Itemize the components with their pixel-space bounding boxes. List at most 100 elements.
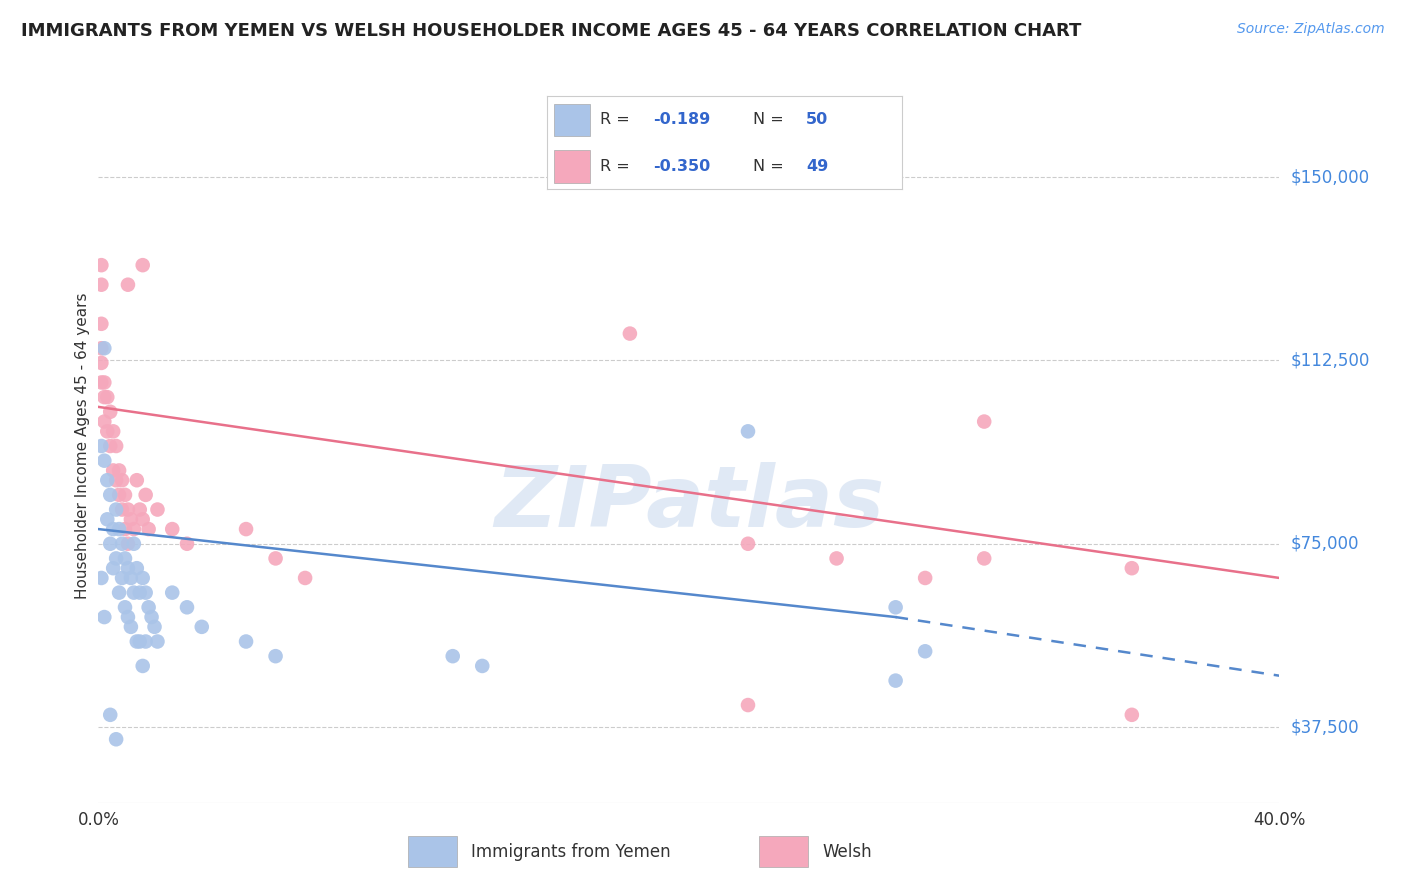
Point (103, 522, 125, 536)
Point (111, 571, 134, 585)
Point (93, 376, 115, 390)
Point (884, 600, 907, 615)
Text: $75,000: $75,000 (1291, 534, 1360, 553)
Bar (759, 837, 808, 867)
Point (111, 537, 134, 551)
Point (90, 571, 112, 585)
Point (132, 571, 155, 585)
Point (914, 644, 936, 658)
Text: ZIPatlas: ZIPatlas (494, 461, 884, 545)
Point (117, 277, 139, 292)
Point (98, 488, 121, 502)
Point (122, 522, 145, 536)
Point (176, 600, 198, 615)
Text: Immigrants from Yemen: Immigrants from Yemen (471, 843, 671, 861)
Point (143, 620, 166, 634)
Point (264, 551, 287, 566)
Point (441, 649, 464, 664)
Point (105, 732, 128, 747)
Point (128, 634, 150, 648)
Point (90, 317, 112, 331)
Point (132, 258, 155, 272)
Text: $37,500: $37,500 (1291, 718, 1360, 736)
Point (294, 571, 316, 585)
Point (122, 537, 145, 551)
Y-axis label: Householder Income Ages 45 - 64 years: Householder Income Ages 45 - 64 years (75, 293, 90, 599)
Point (93, 390, 115, 404)
Point (96, 390, 118, 404)
Point (93, 341, 115, 355)
Point (96, 473, 118, 487)
Point (146, 502, 169, 516)
Point (108, 463, 131, 477)
Point (114, 600, 136, 615)
Point (125, 634, 148, 648)
Point (117, 537, 139, 551)
Point (90, 258, 112, 272)
Point (108, 585, 131, 599)
Point (93, 610, 115, 624)
Point (264, 649, 287, 664)
Point (98, 707, 121, 722)
Point (90, 376, 112, 390)
Point (103, 463, 125, 477)
Text: $112,500: $112,500 (1291, 351, 1369, 369)
Point (135, 488, 157, 502)
Point (98, 537, 121, 551)
Point (120, 620, 142, 634)
Point (93, 453, 115, 467)
Text: IMMIGRANTS FROM YEMEN VS WELSH HOUSEHOLDER INCOME AGES 45 - 64 YEARS CORRELATION: IMMIGRANTS FROM YEMEN VS WELSH HOUSEHOLD… (21, 22, 1081, 40)
Point (90, 277, 112, 292)
Point (914, 571, 936, 585)
Point (105, 473, 128, 487)
Point (141, 610, 163, 624)
Point (825, 551, 848, 566)
Text: $150,000: $150,000 (1291, 169, 1369, 186)
Point (98, 405, 121, 419)
Point (108, 488, 131, 502)
Point (105, 551, 128, 566)
Point (122, 585, 145, 599)
Point (111, 473, 134, 487)
Point (125, 561, 148, 575)
Point (117, 610, 139, 624)
Point (737, 537, 759, 551)
Point (138, 600, 160, 615)
Bar (408, 837, 457, 867)
Text: Welsh: Welsh (823, 843, 872, 861)
Point (128, 502, 150, 516)
Point (125, 473, 148, 487)
Point (93, 415, 115, 429)
Point (103, 425, 125, 439)
Point (146, 634, 169, 648)
Point (471, 659, 494, 673)
Point (105, 502, 128, 516)
Point (108, 522, 131, 536)
Point (132, 659, 155, 673)
Point (111, 502, 134, 516)
Point (98, 439, 121, 453)
Point (162, 585, 183, 599)
Point (114, 488, 136, 502)
Point (120, 512, 142, 526)
Point (619, 326, 641, 341)
Point (103, 561, 125, 575)
Point (138, 522, 160, 536)
Point (114, 522, 136, 536)
Point (973, 415, 995, 429)
Point (1121, 561, 1143, 575)
Point (191, 620, 214, 634)
Point (737, 425, 759, 439)
Point (96, 512, 118, 526)
Text: Source: ZipAtlas.com: Source: ZipAtlas.com (1237, 22, 1385, 37)
Point (235, 634, 257, 648)
Point (176, 537, 198, 551)
Point (117, 561, 139, 575)
Point (235, 522, 257, 536)
Point (162, 522, 183, 536)
Point (90, 341, 112, 355)
Point (132, 512, 155, 526)
Point (128, 585, 150, 599)
Point (96, 425, 118, 439)
Point (135, 585, 157, 599)
